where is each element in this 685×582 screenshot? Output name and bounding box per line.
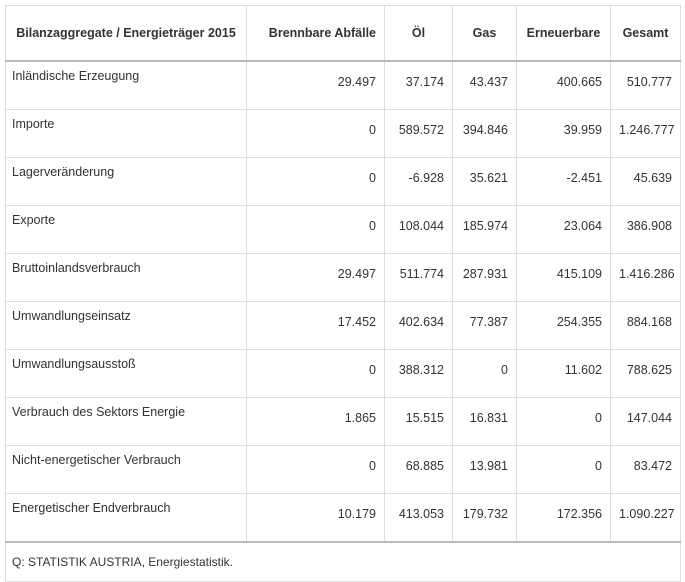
table-row: Lagerveränderung 0 -6.928 35.621 -2.451 45.63…: [5, 157, 681, 206]
cell-value: 1.246.777: [610, 109, 681, 158]
header-oel: Öl: [384, 5, 453, 62]
cell-value: 511.774: [384, 253, 453, 302]
header-erneuerbare: Erneuerbare: [516, 5, 611, 62]
cell-value: 254.355: [516, 301, 611, 350]
header-brennbare-abfaelle: Brennbare Abfälle: [246, 5, 385, 62]
cell-value: 172.356: [516, 493, 611, 543]
row-label: Umwandlungsausstoß: [5, 349, 247, 398]
cell-value: 29.497: [246, 60, 385, 110]
cell-value: 0: [452, 349, 517, 398]
cell-value: 388.312: [384, 349, 453, 398]
energy-balance-table: Bilanzaggregate / Energieträger 2015 Bre…: [5, 5, 681, 582]
cell-value: 37.174: [384, 60, 453, 110]
row-label: Bruttoinlandsverbrauch: [5, 253, 247, 302]
table-row: Exporte 0 108.044 185.974 23.064 386.908: [5, 205, 681, 254]
row-label: Umwandlungseinsatz: [5, 301, 247, 350]
table-row: Energetischer Endverbrauch 10.179 413.053 1…: [5, 493, 681, 543]
cell-value: -2.451: [516, 157, 611, 206]
table-row: Importe 0 589.572 394.846 39.959 1.246.777: [5, 109, 681, 158]
cell-value: 15.515: [384, 397, 453, 446]
cell-value: 35.621: [452, 157, 517, 206]
table-row: Umwandlungseinsatz 17.452 402.634 77.387 254…: [5, 301, 681, 350]
row-label: Importe: [5, 109, 247, 158]
header-aggregate: Bilanzaggregate / Energieträger 2015: [5, 5, 247, 62]
cell-value: 108.044: [384, 205, 453, 254]
cell-value: 0: [246, 349, 385, 398]
cell-value: 400.665: [516, 60, 611, 110]
table-row: Verbrauch des Sektors Energie 1.865 15.515…: [5, 397, 681, 446]
cell-value: 45.639: [610, 157, 681, 206]
cell-value: 0: [246, 109, 385, 158]
cell-value: 16.831: [452, 397, 517, 446]
source-note: Q: STATISTIK AUSTRIA, Energiestatistik.: [5, 541, 681, 582]
cell-value: 10.179: [246, 493, 385, 543]
cell-value: 17.452: [246, 301, 385, 350]
cell-value: 287.931: [452, 253, 517, 302]
cell-value: 589.572: [384, 109, 453, 158]
header-gesamt: Gesamt: [610, 5, 681, 62]
header-gas: Gas: [452, 5, 517, 62]
cell-value: -6.928: [384, 157, 453, 206]
cell-value: 402.634: [384, 301, 453, 350]
table-row: Inländische Erzeugung 29.497 37.174 43.437 4…: [5, 60, 681, 110]
cell-value: 1.090.227: [610, 493, 681, 543]
cell-value: 39.959: [516, 109, 611, 158]
cell-value: 1.865: [246, 397, 385, 446]
cell-value: 415.109: [516, 253, 611, 302]
cell-value: 43.437: [452, 60, 517, 110]
row-label: Lagerveränderung: [5, 157, 247, 206]
table-header-row: Bilanzaggregate / Energieträger 2015 Bre…: [5, 5, 681, 62]
cell-value: 0: [246, 157, 385, 206]
cell-value: 386.908: [610, 205, 681, 254]
cell-value: 394.846: [452, 109, 517, 158]
cell-value: 23.064: [516, 205, 611, 254]
table-row: Bruttoinlandsverbrauch 29.497 511.774 287.9…: [5, 253, 681, 302]
cell-value: 0: [516, 397, 611, 446]
cell-value: 29.497: [246, 253, 385, 302]
cell-value: 147.044: [610, 397, 681, 446]
row-label: Energetischer Endverbrauch: [5, 493, 247, 543]
cell-value: 510.777: [610, 60, 681, 110]
row-label: Exporte: [5, 205, 247, 254]
cell-value: 884.168: [610, 301, 681, 350]
cell-value: 11.602: [516, 349, 611, 398]
cell-value: 413.053: [384, 493, 453, 543]
cell-value: 788.625: [610, 349, 681, 398]
cell-value: 185.974: [452, 205, 517, 254]
row-label: Verbrauch des Sektors Energie: [5, 397, 247, 446]
cell-value: 1.416.286: [610, 253, 681, 302]
energy-balance-table-container: Bilanzaggregate / Energieträger 2015 Bre…: [5, 5, 681, 582]
cell-value: 179.732: [452, 493, 517, 543]
cell-value: 0: [246, 205, 385, 254]
row-label: Inländische Erzeugung: [5, 60, 247, 110]
table-row: Umwandlungsausstoß 0 388.312 0 11.602 788.625: [5, 349, 681, 398]
table-body: Inländische Erzeugung 29.497 37.174 43.437 4…: [5, 60, 681, 543]
cell-value: 77.387: [452, 301, 517, 350]
table-footer-row: Q: STATISTIK AUSTRIA, Energiestatistik.: [5, 541, 681, 582]
